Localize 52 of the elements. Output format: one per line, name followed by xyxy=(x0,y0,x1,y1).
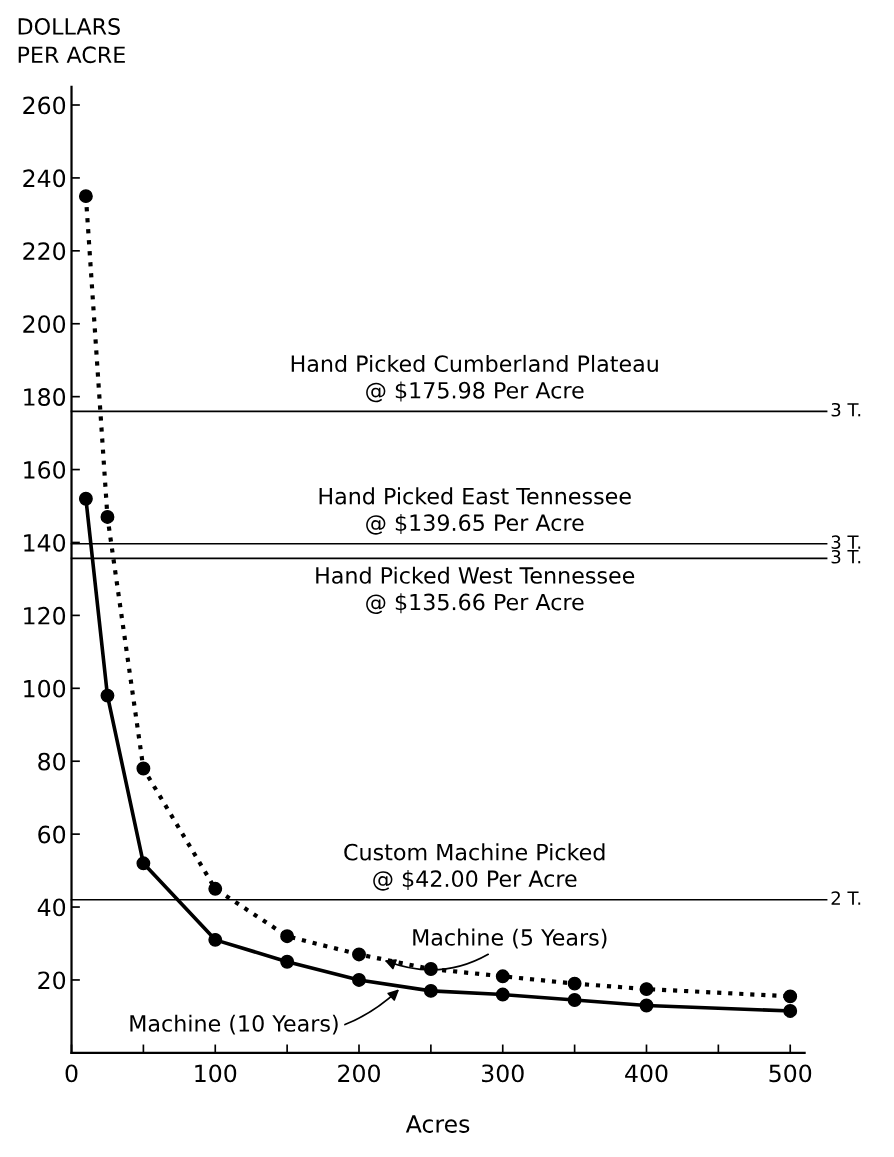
annotation: Hand Picked West Tennessee @ $135.66 Per Acre xyxy=(316,566,635,614)
point xyxy=(78,189,93,204)
point xyxy=(495,969,510,984)
y-tick-label: 100 xyxy=(24,679,66,698)
x-tick-label: 200 xyxy=(338,1064,380,1083)
point xyxy=(208,932,223,947)
ref-line-label: 3 T. xyxy=(831,402,861,417)
point xyxy=(352,973,366,987)
point xyxy=(495,987,510,1002)
point xyxy=(567,993,582,1007)
x-tick-label: 0 xyxy=(65,1064,78,1083)
x-tick-label: 100 xyxy=(195,1064,237,1083)
y-tick-label: 40 xyxy=(37,898,66,917)
y-tick-label: 80 xyxy=(38,752,66,771)
y-tick-label: 240 xyxy=(23,169,66,188)
annotation: Hand Picked Cumberland Plateau @ $175.98 Per Acre xyxy=(291,354,658,403)
y-tick-label: 220 xyxy=(23,242,66,261)
y-tick-label: 180 xyxy=(24,388,66,406)
point xyxy=(78,491,93,506)
point xyxy=(280,929,295,944)
x-axis-title: Acres xyxy=(405,1115,470,1133)
ref-line-label: 3 T. xyxy=(831,535,861,549)
point xyxy=(639,982,654,997)
y-tick-label: 120 xyxy=(24,606,66,625)
y-tick-label: 20 xyxy=(38,971,66,990)
point xyxy=(567,976,582,991)
point xyxy=(208,881,223,896)
point xyxy=(136,761,151,776)
annotation: Custom Machine Picked @ $42.00 Per Acre xyxy=(344,843,605,891)
point xyxy=(136,856,151,871)
point xyxy=(783,1003,798,1018)
annotation: Hand Picked East Tennessee @ $139.65 Per Acre xyxy=(319,487,631,535)
y-axis-title: DOLLARS PER ACRE xyxy=(18,18,125,64)
x-tick-label: 500 xyxy=(769,1064,812,1083)
ref-line-label: 3 T. xyxy=(831,549,861,564)
point xyxy=(280,954,295,969)
point xyxy=(352,947,366,962)
series-label: Machine (5 Years) xyxy=(413,928,607,949)
x-tick-label: 300 xyxy=(482,1064,524,1083)
point xyxy=(639,998,654,1013)
y-tick-label: 260 xyxy=(23,96,66,115)
x-tick-label: 400 xyxy=(625,1064,668,1083)
point xyxy=(783,989,798,1004)
point xyxy=(423,983,438,998)
y-tick-label: 140 xyxy=(24,533,66,552)
y-tick-label: 60 xyxy=(38,825,66,844)
point xyxy=(100,688,115,703)
ref-line-label: 2 T. xyxy=(831,891,861,905)
y-tick-label: 160 xyxy=(24,461,66,479)
y-tick-label: 200 xyxy=(23,315,66,334)
point xyxy=(100,510,115,524)
series-label: Machine (10 Years) xyxy=(130,1014,338,1035)
